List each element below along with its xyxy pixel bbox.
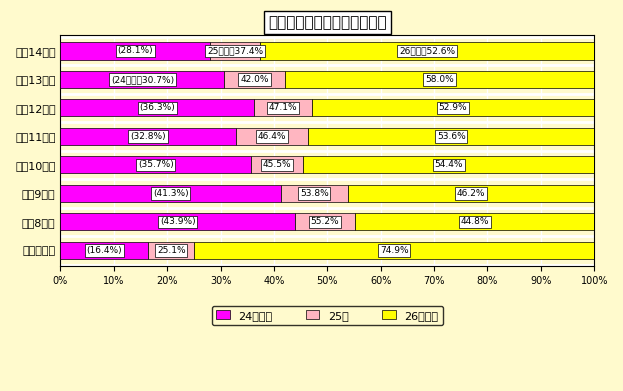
Bar	[251, 156, 303, 174]
Bar	[308, 128, 594, 145]
Text: 45.5%: 45.5%	[263, 160, 292, 169]
Text: 53.6%: 53.6%	[437, 132, 465, 141]
Bar	[60, 43, 211, 59]
Bar	[235, 128, 308, 145]
Text: (32.8%): (32.8%)	[130, 132, 166, 141]
Bar	[148, 242, 194, 259]
Text: (43.9%): (43.9%)	[160, 217, 196, 226]
Title: 司法試験合格者の年齢別構成: 司法試験合格者の年齢別構成	[268, 15, 387, 30]
Bar	[295, 213, 355, 230]
Text: 46.4%: 46.4%	[257, 132, 286, 141]
Text: 46.2%: 46.2%	[457, 189, 485, 198]
Text: 25歳以下37.4%: 25歳以下37.4%	[207, 47, 264, 56]
Bar	[285, 71, 594, 88]
Bar	[60, 99, 254, 117]
Text: 53.8%: 53.8%	[300, 189, 329, 198]
Text: 42.0%: 42.0%	[240, 75, 269, 84]
Bar	[60, 71, 224, 88]
Bar	[303, 156, 594, 174]
Bar	[355, 213, 594, 230]
Text: (35.7%): (35.7%)	[138, 160, 174, 169]
Text: 74.9%: 74.9%	[380, 246, 409, 255]
Bar	[194, 242, 594, 259]
Text: 44.8%: 44.8%	[460, 217, 489, 226]
Bar	[211, 43, 260, 59]
Bar	[60, 242, 148, 259]
Bar	[60, 128, 235, 145]
Text: 58.0%: 58.0%	[425, 75, 454, 84]
Legend: 24歳以下, 25歳, 26歳以上: 24歳以下, 25歳, 26歳以上	[212, 306, 443, 325]
Bar	[348, 185, 594, 202]
Text: 26歳以上52.6%: 26歳以上52.6%	[399, 47, 455, 56]
Text: 25.1%: 25.1%	[157, 246, 186, 255]
Bar	[60, 156, 251, 174]
Text: (41.3%): (41.3%)	[153, 189, 189, 198]
Text: 55.2%: 55.2%	[311, 217, 340, 226]
Bar	[254, 99, 312, 117]
Text: 52.9%: 52.9%	[439, 104, 467, 113]
Bar	[60, 213, 295, 230]
Bar	[312, 99, 594, 117]
Bar	[260, 43, 594, 59]
Text: 47.1%: 47.1%	[269, 104, 297, 113]
Bar	[60, 185, 281, 202]
Bar	[224, 71, 285, 88]
Text: (36.3%): (36.3%)	[140, 104, 175, 113]
Text: (24歳以下30.7%): (24歳以下30.7%)	[111, 75, 174, 84]
Text: (28.1%): (28.1%)	[118, 47, 153, 56]
Text: (16.4%): (16.4%)	[87, 246, 122, 255]
Text: 54.4%: 54.4%	[435, 160, 463, 169]
Bar	[281, 185, 348, 202]
